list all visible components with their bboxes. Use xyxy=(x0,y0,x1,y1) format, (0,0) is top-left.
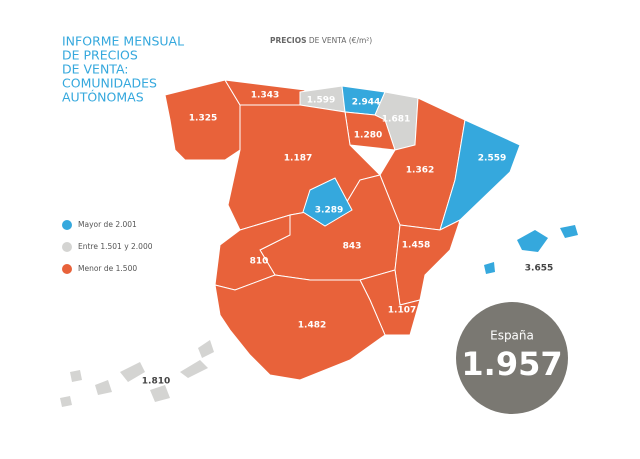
legend-label: Entre 1.501 y 2.000 xyxy=(78,242,153,251)
region-label: 1.107 xyxy=(388,306,416,316)
title-line: DE VENTA: xyxy=(62,62,129,77)
region xyxy=(484,225,578,274)
region-label: 1.343 xyxy=(251,91,279,101)
legend: Mayor de 2.001 Entre 1.501 y 2.000 Menor… xyxy=(62,220,153,274)
region-label: 2.559 xyxy=(478,154,506,164)
badge-label: España xyxy=(490,329,534,343)
region-label: 1.681 xyxy=(382,115,410,125)
subtitle: PRECIOS DE VENTA (€/m²) xyxy=(270,36,372,45)
region-label: 1.482 xyxy=(298,321,326,331)
region-label: 1.599 xyxy=(307,96,335,106)
region-label: 3.655 xyxy=(525,264,553,274)
region xyxy=(60,340,214,407)
region-label: 1.810 xyxy=(142,377,170,387)
region-labels: 1.325 1.343 1.599 2.944 1.681 1.280 1.18… xyxy=(142,91,553,387)
region-label: 810 xyxy=(250,257,269,267)
region-label: 1.187 xyxy=(284,154,312,164)
region-label: 1.280 xyxy=(354,131,382,141)
region xyxy=(302,177,353,227)
region xyxy=(214,274,386,381)
legend-swatch xyxy=(62,220,72,230)
legend-label: Menor de 1.500 xyxy=(78,264,137,273)
map xyxy=(60,79,578,407)
title-line: DE PRECIOS xyxy=(62,48,138,63)
region-label: 843 xyxy=(343,242,362,252)
legend-label: Mayor de 2.001 xyxy=(78,220,137,229)
region-label: 1.362 xyxy=(406,166,434,176)
region-label: 1.325 xyxy=(189,114,217,124)
region-label: 2.944 xyxy=(352,98,380,108)
subtitle-rest: DE VENTA (€/m²) xyxy=(309,36,372,45)
summary-badge: España 1.957 xyxy=(456,302,568,414)
legend-swatch xyxy=(62,264,72,274)
title-line: INFORME MENSUAL xyxy=(62,34,184,49)
badge-value: 1.957 xyxy=(461,345,562,383)
region xyxy=(394,219,461,306)
title-line: AUTÓNOMAS xyxy=(62,90,144,105)
title-line: COMUNIDADES xyxy=(62,76,157,91)
title: INFORME MENSUAL DE PRECIOS DE VENTA: COM… xyxy=(62,34,184,105)
badge-circle xyxy=(456,302,568,414)
subtitle-bold: PRECIOS xyxy=(270,36,306,45)
region-label: 1.458 xyxy=(402,241,430,251)
legend-swatch xyxy=(62,242,72,252)
region-label: 3.289 xyxy=(315,206,343,216)
